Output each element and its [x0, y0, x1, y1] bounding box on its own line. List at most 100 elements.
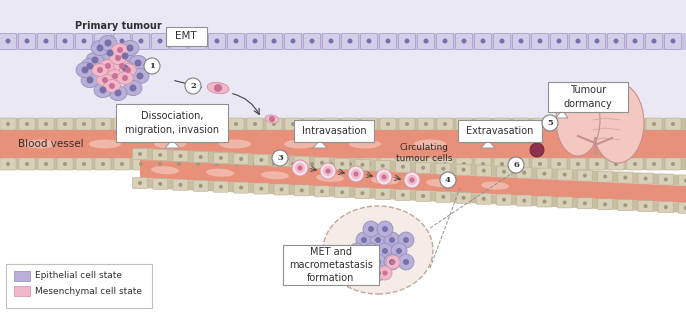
Ellipse shape [234, 162, 238, 166]
FancyBboxPatch shape [570, 118, 586, 130]
Circle shape [363, 243, 379, 259]
Ellipse shape [684, 206, 686, 210]
FancyBboxPatch shape [283, 245, 379, 285]
FancyBboxPatch shape [494, 158, 510, 170]
FancyBboxPatch shape [618, 200, 632, 211]
Circle shape [386, 255, 400, 269]
FancyBboxPatch shape [153, 149, 167, 161]
Ellipse shape [112, 44, 128, 56]
Ellipse shape [444, 176, 456, 184]
FancyBboxPatch shape [418, 118, 434, 130]
Ellipse shape [81, 58, 99, 74]
FancyBboxPatch shape [375, 160, 390, 171]
Ellipse shape [239, 186, 243, 190]
Circle shape [384, 254, 400, 270]
FancyBboxPatch shape [437, 158, 453, 170]
Text: Extravasation: Extravasation [466, 126, 534, 136]
FancyBboxPatch shape [285, 33, 302, 50]
FancyBboxPatch shape [626, 33, 643, 50]
FancyBboxPatch shape [379, 33, 397, 50]
Circle shape [112, 73, 118, 79]
Text: 2: 2 [190, 82, 196, 90]
FancyBboxPatch shape [133, 158, 149, 170]
FancyBboxPatch shape [638, 201, 653, 212]
FancyBboxPatch shape [193, 180, 208, 191]
Ellipse shape [624, 203, 627, 207]
FancyBboxPatch shape [513, 118, 529, 130]
Ellipse shape [24, 140, 56, 149]
Ellipse shape [92, 64, 108, 76]
Ellipse shape [538, 38, 543, 44]
FancyBboxPatch shape [213, 181, 228, 192]
Ellipse shape [177, 162, 181, 166]
FancyBboxPatch shape [75, 33, 93, 50]
FancyBboxPatch shape [335, 158, 350, 169]
Text: Mesenchymal cell state: Mesenchymal cell state [35, 287, 142, 295]
Ellipse shape [99, 35, 117, 51]
Ellipse shape [381, 192, 385, 196]
Ellipse shape [603, 202, 607, 206]
Ellipse shape [110, 52, 126, 65]
FancyBboxPatch shape [399, 118, 415, 130]
Text: Epithelial cell state: Epithelial cell state [35, 272, 122, 280]
Circle shape [295, 163, 305, 173]
Ellipse shape [664, 205, 667, 209]
Ellipse shape [421, 166, 425, 170]
Circle shape [269, 116, 275, 122]
Ellipse shape [360, 163, 364, 167]
FancyBboxPatch shape [456, 192, 471, 203]
Circle shape [440, 172, 456, 188]
Ellipse shape [613, 38, 619, 44]
FancyBboxPatch shape [38, 33, 54, 50]
Text: 1: 1 [149, 62, 155, 70]
Circle shape [97, 67, 103, 73]
Ellipse shape [291, 122, 295, 126]
FancyBboxPatch shape [665, 33, 681, 50]
Ellipse shape [233, 38, 239, 44]
Ellipse shape [442, 38, 447, 44]
FancyBboxPatch shape [361, 33, 377, 50]
FancyBboxPatch shape [228, 158, 244, 170]
Ellipse shape [253, 122, 257, 126]
Ellipse shape [89, 140, 121, 149]
FancyBboxPatch shape [418, 158, 434, 170]
FancyBboxPatch shape [114, 118, 130, 130]
FancyBboxPatch shape [361, 158, 377, 170]
FancyBboxPatch shape [95, 118, 111, 130]
Ellipse shape [119, 38, 124, 44]
Ellipse shape [462, 168, 466, 172]
Circle shape [368, 226, 374, 232]
FancyBboxPatch shape [618, 172, 632, 183]
Circle shape [375, 270, 381, 276]
Ellipse shape [633, 122, 637, 126]
FancyBboxPatch shape [323, 118, 339, 130]
Circle shape [447, 177, 453, 183]
FancyBboxPatch shape [322, 33, 340, 50]
Circle shape [398, 232, 414, 248]
FancyBboxPatch shape [375, 189, 390, 200]
Circle shape [370, 232, 386, 248]
Ellipse shape [502, 170, 506, 174]
Ellipse shape [583, 201, 587, 205]
FancyBboxPatch shape [342, 33, 359, 50]
Ellipse shape [481, 122, 485, 126]
Ellipse shape [480, 38, 486, 44]
Ellipse shape [290, 38, 296, 44]
FancyBboxPatch shape [189, 33, 206, 50]
FancyBboxPatch shape [152, 33, 169, 50]
Ellipse shape [82, 122, 86, 126]
Text: 6: 6 [513, 161, 519, 169]
Ellipse shape [215, 38, 220, 44]
Ellipse shape [500, 122, 504, 126]
Ellipse shape [129, 55, 147, 71]
FancyBboxPatch shape [228, 33, 244, 50]
Ellipse shape [138, 152, 142, 156]
Text: Blood vessel: Blood vessel [18, 139, 84, 149]
Ellipse shape [178, 183, 182, 187]
Circle shape [325, 169, 331, 174]
Circle shape [185, 78, 201, 94]
FancyBboxPatch shape [254, 154, 269, 165]
FancyBboxPatch shape [436, 33, 453, 50]
Text: Intravasation: Intravasation [302, 126, 366, 136]
Ellipse shape [158, 162, 162, 166]
